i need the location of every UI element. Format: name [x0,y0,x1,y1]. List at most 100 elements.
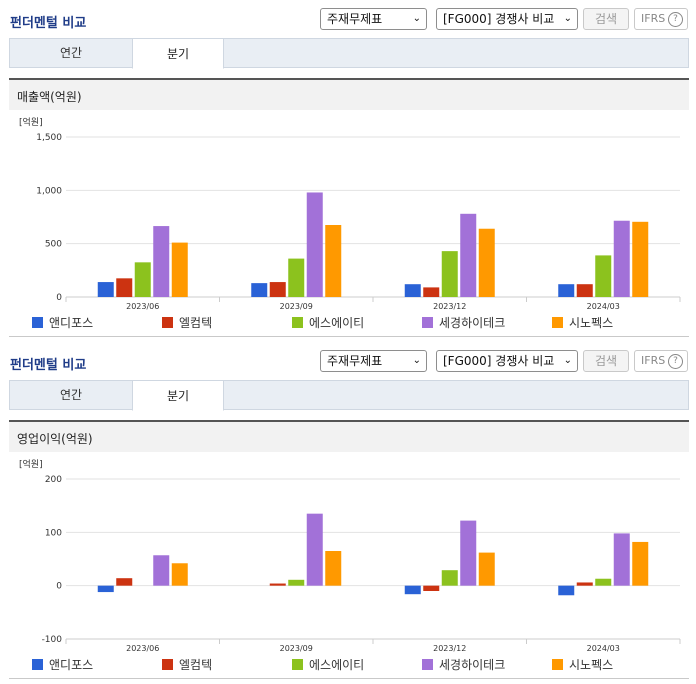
legend-swatch [422,317,433,328]
sales-bar-chart: [억원] 0 500 1,000 1,500 2023/06 2023/09 2023/12 2… [19,116,681,310]
y-tick-label: 0 [56,293,62,303]
bar [595,578,612,586]
bar [478,228,495,297]
x-tick-label: 2023/12 [433,644,466,652]
chart-legend: 앤디포스 엘컴텍 에스에이티 세경하이테크 시노펙스 [9,310,689,334]
legend-item[interactable]: 에스에이티 [292,656,364,673]
legend-item[interactable]: 에스에이티 [292,314,364,331]
y-tick-label: 1,500 [36,133,62,143]
legend-swatch [552,317,563,328]
bar [613,533,630,586]
legend-swatch [552,659,563,670]
bar [404,284,421,297]
x-tick-label: 2024/03 [587,302,620,310]
divider [9,336,689,337]
legend-swatch [292,659,303,670]
legend-item[interactable]: 앤디포스 [32,314,93,331]
compare-select-value: [FG000] 경쟁사 비교 [443,12,555,26]
bar [478,552,495,586]
y-tick-label: -100 [42,635,63,645]
x-tick-label: 2023/09 [280,302,313,310]
bar [576,284,593,297]
bar [441,570,458,586]
legend-swatch [32,317,43,328]
panel-title: 펀더멘털 비교 [10,358,87,373]
x-tick-label: 2023/09 [280,644,313,652]
bar [423,585,440,591]
ifrs-label: IFRS [641,354,666,367]
legend-item[interactable]: 시노펙스 [552,314,613,331]
legend-item[interactable]: 세경하이테크 [422,656,505,673]
statement-select-value: 주재무제표 [327,12,383,26]
x-tick-label: 2023/06 [126,302,159,310]
bar [171,242,188,297]
panel-operating-profit: 펀더멘털 비교 주재무제표 ⌄ [FG000] 경쟁사 비교 ⌄ 검색 IFRS… [0,342,696,684]
bar [153,555,170,586]
operating-profit-bar-chart: [억원] -100 0 100 200 2023/06 2023/09 2023/12 2024… [19,458,681,652]
x-tick-label: 2024/03 [587,644,620,652]
tab-quarterly[interactable]: 분기 [132,380,224,411]
bar [251,283,268,297]
bar [423,287,440,297]
axis-unit-label: [억원] [19,116,43,128]
bar [460,520,477,586]
chevron-down-icon: ⌄ [563,13,572,24]
help-icon: ? [668,354,683,369]
section-title: 영업이익(억원) [17,432,93,446]
bar [558,284,575,297]
bar [613,220,630,297]
chevron-down-icon: ⌄ [563,355,572,366]
bar [116,278,133,297]
panel-sales: 펀더멘털 비교 주재무제표 ⌄ [FG000] 경쟁사 비교 ⌄ 검색 IFRS… [9,8,689,337]
legend-item[interactable]: 시노펙스 [552,656,613,673]
bar [288,579,305,586]
x-tick-label: 2023/12 [433,302,466,310]
bar [460,213,477,297]
tab-annual[interactable]: 연간 [59,388,83,402]
bar [171,563,188,586]
search-button[interactable]: 검색 [583,350,629,372]
x-tick-label: 2023/06 [126,644,159,652]
bar [576,582,593,586]
bar [134,262,151,297]
panel-header: 펀더멘털 비교 주재무제표 ⌄ [FG000] 경쟁사 비교 ⌄ 검색 IFRS… [0,342,696,378]
legend-swatch [32,659,43,670]
bar [632,541,649,586]
period-tabs: 연간 분기 [9,38,689,69]
compare-select-value: [FG000] 경쟁사 비교 [443,354,555,368]
bar [595,255,612,297]
bar [306,513,323,586]
bar [441,251,458,297]
statement-select[interactable]: 주재무제표 ⌄ [320,8,427,30]
legend-item[interactable]: 앤디포스 [32,656,93,673]
section-title: 매출액(억원) [17,90,82,104]
compare-select[interactable]: [FG000] 경쟁사 비교 ⌄ [436,8,578,30]
section-header: 매출액(억원) [9,78,689,110]
bar [269,583,286,586]
divider [9,678,689,679]
statement-select-value: 주재무제표 [327,354,383,368]
ifrs-help-button[interactable]: IFRS ? [634,8,688,30]
tab-annual[interactable]: 연간 [59,46,83,60]
period-tabs: 연간 분기 [9,380,689,411]
ifrs-help-button[interactable]: IFRS ? [634,350,688,372]
legend-swatch [162,659,173,670]
compare-select[interactable]: [FG000] 경쟁사 비교 ⌄ [436,350,578,372]
y-tick-label: 200 [45,475,62,485]
bar [632,221,649,297]
axis-unit-label: [억원] [19,458,43,470]
bar [97,282,114,297]
legend-item[interactable]: 엘컴텍 [162,314,212,331]
statement-select[interactable]: 주재무제표 ⌄ [320,350,427,372]
search-button[interactable]: 검색 [583,8,629,30]
bar [116,578,133,586]
legend-item[interactable]: 엘컴텍 [162,656,212,673]
panel-title: 펀더멘털 비교 [10,16,87,31]
bar [269,282,286,297]
bar [325,551,342,586]
bar [288,258,305,297]
tab-quarterly[interactable]: 분기 [132,38,224,69]
legend-item[interactable]: 세경하이테크 [422,314,505,331]
chart-legend: 앤디포스 엘컴텍 에스에이티 세경하이테크 시노펙스 [9,652,689,676]
legend-swatch [422,659,433,670]
